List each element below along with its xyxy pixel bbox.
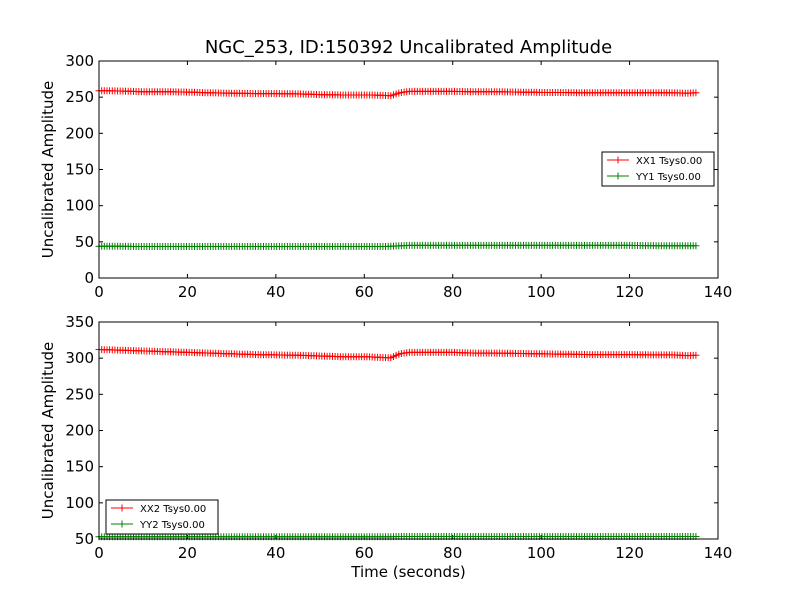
x-tick-label: 40: [266, 283, 285, 301]
y-tick-label: 200: [65, 422, 94, 440]
x-tick-label: 100: [527, 283, 556, 301]
x-tick-label: 20: [178, 283, 197, 301]
y-tick-label: 250: [65, 385, 94, 403]
series-1: [96, 346, 700, 361]
x-tick-label: 20: [178, 544, 197, 562]
y-tick-label: 250: [65, 88, 94, 106]
y-tick-label: 300: [65, 349, 94, 367]
legend: XX1 Tsys0.00 YY1 Tsys0.00: [602, 152, 714, 186]
x-tick-label: 40: [266, 544, 285, 562]
legend-label: XX2 Tsys0.00: [140, 504, 206, 515]
x-tick-label: 80: [443, 544, 462, 562]
series-line: [99, 350, 696, 358]
x-tick-label: 100: [527, 544, 556, 562]
legend-label: YY1 Tsys0.00: [635, 172, 701, 183]
x-tick-label: 120: [615, 283, 644, 301]
subplot-2: 0 20 40 60 80 100 120 140 50 100 150 200 250 300 350 Un…: [39, 313, 732, 581]
y-tick-label: 100: [65, 494, 94, 512]
y-tick-label: 0: [84, 269, 94, 287]
series-2: [96, 242, 700, 250]
y-tick-label: 50: [75, 530, 94, 548]
y-tick-label: 100: [65, 197, 94, 215]
x-tick-label: 60: [355, 544, 374, 562]
y-tick-label: 150: [65, 161, 94, 179]
legend: XX2 Tsys0.00 YY2 Tsys0.00: [106, 500, 218, 534]
y-axis-label: Uncalibrated Amplitude: [39, 342, 57, 519]
y-tick-label: 300: [65, 52, 94, 70]
x-tick-label: 0: [94, 544, 104, 562]
legend-label: YY2 Tsys0.00: [139, 520, 205, 531]
y-axis-label: Uncalibrated Amplitude: [39, 81, 57, 258]
x-axis-label: Time (seconds): [350, 563, 466, 581]
x-tick-label: 80: [443, 283, 462, 301]
series-1: [96, 87, 700, 99]
legend-label: XX1 Tsys0.00: [636, 156, 702, 167]
y-tick-label: 150: [65, 458, 94, 476]
x-tick-label: 140: [704, 283, 733, 301]
x-tick-label: 0: [94, 283, 104, 301]
y-tick-label: 200: [65, 124, 94, 142]
x-tick-label: 60: [355, 283, 374, 301]
chart-title: NGC_253, ID:150392 Uncalibrated Amplitud…: [205, 37, 612, 58]
y-tick-label: 350: [65, 313, 94, 331]
subplot-1: NGC_253, ID:150392 Uncalibrated Amplitud…: [39, 37, 732, 301]
x-tick-label: 120: [615, 544, 644, 562]
y-tick-label: 50: [75, 233, 94, 251]
x-tick-label: 140: [704, 544, 733, 562]
